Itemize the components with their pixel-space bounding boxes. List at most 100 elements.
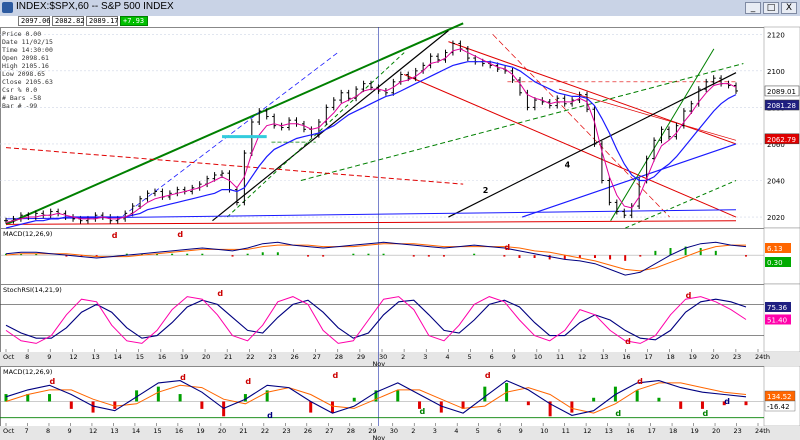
price-annotation: 2 <box>483 186 489 195</box>
trend-line <box>300 63 744 181</box>
date-axis-label: 23 <box>282 427 290 435</box>
price-bar <box>622 208 627 219</box>
date-axis-label: 9 <box>519 427 523 435</box>
date-axis-label: 20 <box>218 427 226 435</box>
data-window-line: Date 11/02/15 <box>2 38 53 46</box>
price-bar <box>4 217 8 224</box>
maximize-button[interactable]: □ <box>763 2 779 14</box>
date-axis-label: 5 <box>467 353 471 361</box>
date-axis-label: 6 <box>497 427 501 435</box>
panel-frame <box>0 27 765 229</box>
date-axis-label: 4 <box>454 427 458 435</box>
date-axis-label: 5 <box>476 427 480 435</box>
macd-annotation: d <box>112 231 118 240</box>
price-axis-tick: 2020 <box>767 214 785 222</box>
value-tag-label: 0.30 <box>767 259 783 267</box>
trend-line <box>5 220 737 225</box>
date-axis-label: 24th <box>755 427 770 435</box>
macd-signal-line <box>5 382 747 414</box>
date-axis-label: 2 <box>401 353 405 361</box>
date-axis-label: 23 <box>733 353 741 361</box>
trend-line <box>492 34 670 218</box>
date-axis-label: 21 <box>239 427 247 435</box>
price-bar <box>652 137 657 162</box>
date-axis-label: 10 <box>540 427 548 435</box>
trend-line <box>226 52 405 218</box>
date-axis-band <box>0 426 800 440</box>
trend-line <box>448 41 737 145</box>
price-bar <box>681 108 686 129</box>
price-bar <box>242 150 247 206</box>
price-bar <box>301 120 306 133</box>
date-axis-label: 30 <box>390 427 398 435</box>
date-axis-label: 30 <box>379 353 387 361</box>
date-axis-label: 12 <box>578 353 586 361</box>
price-tag <box>764 133 800 145</box>
date-axis-label: 14 <box>114 353 122 361</box>
trend-line <box>403 74 737 218</box>
date-axis-label: 15 <box>136 353 144 361</box>
date-axis-label: 13 <box>110 427 118 435</box>
date-axis-label: 19 <box>691 427 699 435</box>
price-bar <box>674 122 679 140</box>
date-axis-label: 18 <box>669 427 677 435</box>
quote-field-2: 2082.82 <box>52 16 85 26</box>
trend-line <box>448 72 737 218</box>
data-window-line: Time 14:30:00 <box>2 46 53 54</box>
price-bar <box>272 113 277 129</box>
price-tag-label: 2081.28 <box>767 102 796 110</box>
price-bar <box>234 186 239 206</box>
macd-daily-annotation: d <box>420 407 426 416</box>
date-axis-label: 26 <box>291 353 299 361</box>
price-bar <box>532 97 537 111</box>
value-tag <box>764 400 796 412</box>
value-tag-label: -16.42 <box>767 403 790 411</box>
value-tag <box>765 257 791 267</box>
date-axis-label: 9 <box>512 353 516 361</box>
stoch-annotation: d <box>625 337 631 346</box>
price-bar <box>316 119 321 138</box>
date-axis-label: 13 <box>600 353 608 361</box>
date-axis-label: Oct <box>3 353 15 361</box>
price-bar <box>443 49 448 63</box>
price-axis-tick: 2060 <box>767 141 785 149</box>
close-button[interactable]: X <box>781 2 797 14</box>
month-label: Nov <box>372 360 385 368</box>
quote-bar: 2097.06 2082.82 2089.17 +7.93 <box>0 16 800 27</box>
minimize-button[interactable]: _ <box>745 2 761 14</box>
price-bar <box>465 46 470 61</box>
value-tag <box>765 314 791 325</box>
trend-line <box>5 22 464 226</box>
price-bar <box>339 89 344 104</box>
macd-daily-annotation: d <box>332 371 338 380</box>
date-axis-label: 23 <box>268 353 276 361</box>
price-bar <box>346 89 351 102</box>
date-axis-band <box>0 352 800 366</box>
data-window-line: Csr % 0.0 <box>2 86 38 94</box>
macd-daily-annotation: d <box>485 371 491 380</box>
price-bar <box>138 195 143 209</box>
chart-canvas[interactable]: 2020204020602080210021202089.012081.2820… <box>0 16 800 440</box>
price-bar <box>614 199 619 215</box>
date-axis-label: 16 <box>622 353 630 361</box>
data-window-line: # Bars -58 <box>2 94 42 102</box>
date-axis-label: 21 <box>224 353 232 361</box>
macd-daily-annotation: d <box>245 377 251 386</box>
date-axis-label: 22 <box>246 353 254 361</box>
macd-daily-annotation: d <box>50 377 56 386</box>
price-bar <box>264 108 269 120</box>
date-axis-label: 14 <box>132 427 140 435</box>
price-bar <box>607 177 612 206</box>
trend-line <box>5 147 464 185</box>
trend-line <box>625 180 737 229</box>
macd-daily-annotation: d <box>637 377 643 386</box>
trend-line <box>521 143 737 218</box>
date-axis-label: 15 <box>153 427 161 435</box>
price-annotation: d <box>177 230 183 239</box>
axis-strip <box>763 227 800 285</box>
value-tag <box>765 302 791 312</box>
price-tag-label: 2062.79 <box>767 136 796 144</box>
price-bar <box>354 86 359 102</box>
price-annotation: 4 <box>565 161 571 170</box>
